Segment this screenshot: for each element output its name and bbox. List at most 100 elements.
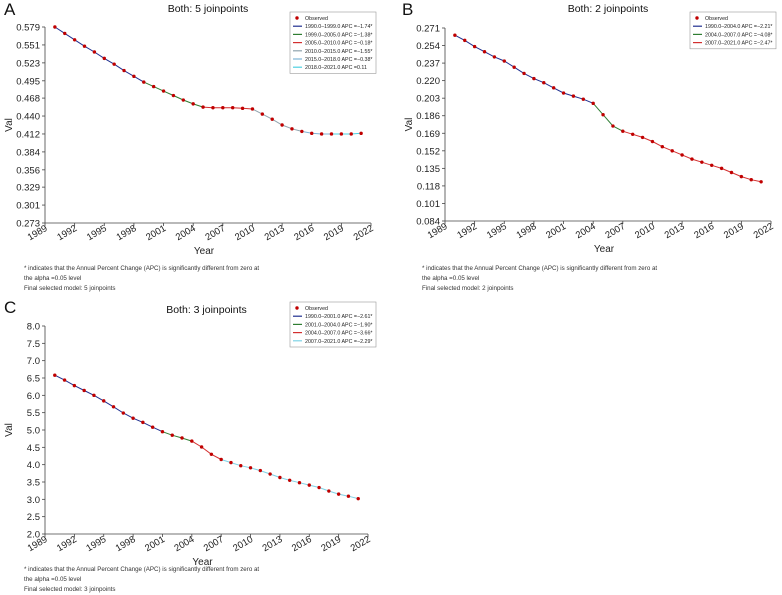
observed-point: [150, 425, 155, 429]
legend-segment-label: 2007.0–2021.0 APC =−2.29*: [305, 339, 372, 345]
y-tick-label: 2.5: [27, 512, 40, 523]
observed-point: [121, 411, 126, 415]
observed-point: [229, 460, 233, 465]
observed-point: [561, 91, 566, 95]
x-axis-label: Year: [194, 246, 215, 257]
y-tick-label: 0.356: [16, 165, 40, 176]
segment-line: [162, 431, 192, 442]
y-tick-label: 4.0: [27, 460, 40, 471]
observed-point: [82, 44, 87, 48]
observed-point: [349, 132, 353, 136]
observed-point: [131, 416, 135, 420]
x-tick-label: 1995: [485, 221, 509, 241]
observed-point: [72, 38, 77, 42]
x-tick-label: 1998: [114, 534, 138, 554]
observed-point: [317, 485, 321, 490]
observed-point: [453, 33, 457, 37]
segment-line: [54, 26, 145, 83]
observed-point: [542, 81, 546, 85]
chart-title: Both: 5 joinpoints: [168, 3, 249, 15]
observed-point: [111, 405, 116, 409]
observed-point: [581, 97, 586, 101]
observed-point: [132, 74, 136, 79]
y-tick-label: 0.271: [416, 24, 440, 35]
observed-point: [280, 123, 284, 127]
footnote-a-line-2: the alpha =0.05 level: [24, 275, 82, 282]
x-tick-label: 2001: [143, 534, 167, 554]
observed-point: [551, 86, 556, 90]
y-tick-label: 8.0: [27, 322, 40, 333]
legend-observed-label: Observed: [705, 16, 728, 22]
x-tick-label: 2007: [204, 223, 228, 243]
x-tick-label: 1992: [55, 223, 79, 243]
x-tick-label: 2010: [633, 221, 657, 241]
observed-point: [327, 489, 331, 493]
observed-point: [502, 59, 506, 63]
footnote-b: * indicates that the Annual Percent Chan…: [422, 264, 657, 294]
observed-point: [346, 494, 351, 498]
y-tick-label: 0.440: [16, 112, 40, 123]
observed-point: [112, 62, 116, 66]
x-tick-label: 2007: [202, 534, 226, 554]
x-tick-label: 2004: [574, 221, 598, 241]
y-tick-label: 0.169: [416, 129, 440, 140]
legend-observed-marker: [295, 306, 299, 310]
segment-line: [331, 132, 362, 135]
observed-point: [92, 50, 97, 54]
x-tick-label: 2022: [752, 221, 776, 241]
x-tick-label: 2019: [322, 223, 346, 243]
observed-point: [219, 457, 223, 462]
observed-point: [260, 112, 265, 116]
observed-point: [670, 149, 674, 153]
y-tick-label: 0.468: [16, 94, 40, 105]
x-tick-label: 2004: [173, 534, 197, 554]
legend-segment-label: 1990.0–1999.0 APC =−1.74*: [305, 24, 372, 30]
footnote-b-line-1: * indicates that the Annual Percent Chan…: [422, 265, 658, 272]
segment-line: [592, 102, 624, 132]
footnote-c-line-2: the alpha =0.05 level: [24, 576, 82, 583]
x-tick-label: 2016: [292, 223, 316, 243]
observed-point: [161, 89, 166, 93]
y-tick-label: 4.5: [27, 443, 40, 454]
observed-point: [339, 132, 344, 136]
y-tick-label: 0.118: [417, 181, 440, 192]
observed-point: [82, 388, 86, 393]
legend-segment-label: 2007.0–2021.0 APC =−2.47*: [705, 41, 772, 47]
y-tick-label: 0.203: [416, 94, 440, 105]
footnote-c-line-1: * indicates that the Annual Percent Chan…: [24, 566, 260, 573]
y-axis-label: Val: [4, 423, 15, 437]
y-tick-label: 0.551: [16, 40, 40, 51]
x-tick-label: 2004: [174, 223, 198, 243]
y-tick-label: 0.254: [416, 41, 440, 52]
observed-point: [522, 71, 526, 76]
observed-point: [532, 76, 536, 81]
legend-observed-label: Observed: [305, 16, 328, 22]
observed-point: [201, 105, 205, 109]
observed-point: [122, 68, 126, 73]
observed-point: [240, 106, 245, 111]
observed-point: [268, 472, 272, 476]
observed-point: [611, 124, 615, 128]
observed-point: [221, 106, 225, 110]
y-tick-label: 0.220: [416, 76, 440, 87]
observed-point: [63, 31, 67, 36]
footnote-b-line-2: the alpha =0.05 level: [422, 275, 480, 282]
observed-point: [102, 56, 106, 61]
chart-c: Both: 3 joinpoints 2.0 2.5 3.0 3.5 4.0 4.5 5.0 5…: [4, 301, 377, 568]
observed-point: [53, 373, 57, 377]
observed-point: [591, 101, 595, 106]
segment-line: [191, 440, 222, 460]
observed-point: [92, 393, 96, 398]
observed-point: [258, 468, 263, 473]
observed-point: [170, 433, 174, 437]
observed-point: [729, 170, 734, 175]
panel-letter-c: C: [4, 298, 17, 317]
observed-point: [209, 452, 214, 456]
observed-point: [53, 25, 57, 29]
y-tick-label: 0.579: [16, 23, 40, 34]
x-tick-label: 2013: [663, 221, 687, 241]
y-tick-label: 2.0: [27, 530, 40, 541]
observed-point: [211, 106, 215, 110]
observed-point: [180, 436, 184, 440]
observed-point: [472, 44, 477, 49]
